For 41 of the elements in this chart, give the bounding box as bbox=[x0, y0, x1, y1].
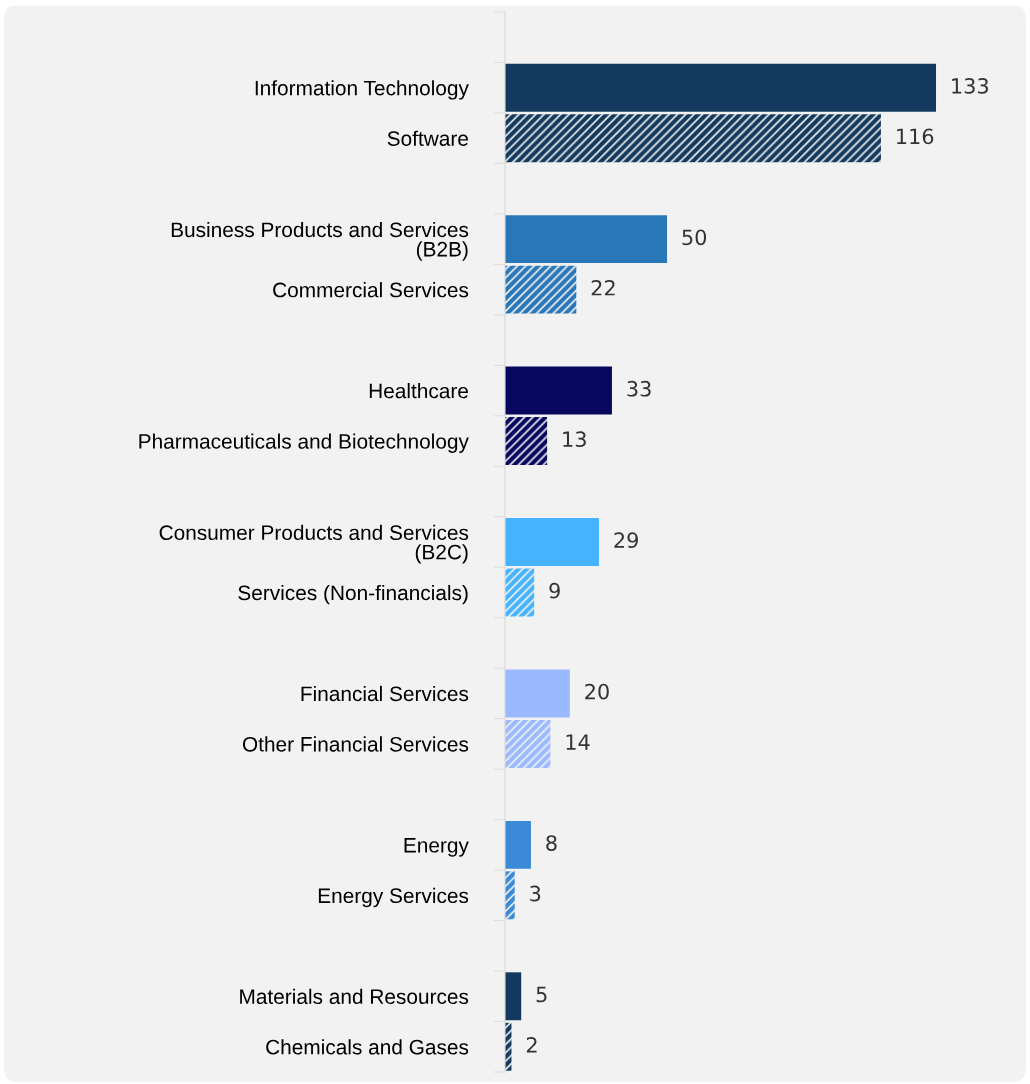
y-tick-label: Healthcare bbox=[369, 383, 468, 399]
y-tick-label: Consumer Products and Services (B2C) bbox=[159, 524, 469, 564]
data-label: 133 bbox=[952, 78, 988, 94]
data-label: 2 bbox=[526, 1037, 537, 1053]
bar bbox=[505, 114, 881, 163]
data-label: 50 bbox=[682, 229, 707, 246]
bar bbox=[505, 719, 551, 768]
y-tick-label: Materials and Resources bbox=[240, 988, 469, 1005]
data-label: 8 bbox=[546, 835, 557, 851]
bar bbox=[505, 518, 599, 566]
y-tick-label: Other Financial Services bbox=[242, 736, 469, 752]
data-label: 20 bbox=[585, 683, 609, 700]
bar bbox=[505, 871, 515, 920]
y-tick-label: Software bbox=[387, 130, 468, 146]
y-tick-label: Pharmaceuticals and Biotechnology bbox=[139, 433, 469, 453]
data-label: 33 bbox=[627, 380, 651, 397]
bar bbox=[505, 417, 548, 466]
bar bbox=[505, 669, 570, 718]
data-label: 5 bbox=[536, 986, 547, 1003]
bar bbox=[505, 972, 522, 1021]
data-label: 116 bbox=[897, 128, 934, 145]
bar bbox=[505, 215, 668, 264]
y-tick-label: Energy bbox=[404, 838, 469, 857]
y-tick-label: Services (Non-financials) bbox=[238, 584, 468, 605]
data-label: 3 bbox=[530, 885, 541, 902]
bar bbox=[505, 820, 531, 869]
bar bbox=[505, 568, 535, 617]
y-tick-label: Commercial Services bbox=[273, 282, 469, 298]
y-tick-label: Energy Services bbox=[318, 887, 469, 908]
y-tick-label: Chemicals and Gases bbox=[266, 1039, 469, 1055]
y-tick-label: Business Products and Services (B2B) bbox=[171, 221, 469, 261]
bar bbox=[505, 366, 612, 415]
data-label: 14 bbox=[566, 734, 590, 750]
y-tick-label: Financial Services bbox=[301, 685, 469, 702]
bar bbox=[505, 63, 937, 112]
data-label: 13 bbox=[563, 431, 586, 448]
y-tick-label: Information Technology bbox=[255, 80, 469, 100]
bar bbox=[505, 265, 577, 314]
data-label: 9 bbox=[549, 582, 560, 599]
data-label: 29 bbox=[614, 532, 638, 549]
data-label: 22 bbox=[591, 279, 615, 296]
